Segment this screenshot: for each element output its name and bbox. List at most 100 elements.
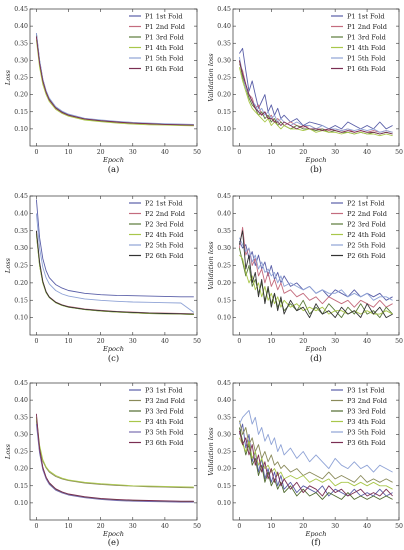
- series-line-5: [35, 213, 195, 313]
- legend-entry: P2 2nd Fold: [145, 210, 186, 218]
- x-tick-label: 50: [193, 523, 201, 530]
- x-tick-label: 50: [193, 338, 201, 345]
- x-axis-label: Epoch: [305, 156, 327, 164]
- x-tick-label: 40: [363, 338, 371, 345]
- x-tick-label: 20: [97, 523, 105, 530]
- legend-entry: P2 1st Fold: [347, 199, 385, 207]
- series-line-5: [35, 32, 194, 125]
- x-tick-label: 10: [267, 523, 275, 530]
- y-tick-label: 0.10: [217, 126, 231, 133]
- y-tick-label: 0.25: [14, 449, 28, 456]
- y-tick-label: 0.45: [14, 380, 28, 387]
- y-tick-label: 0.45: [217, 380, 231, 387]
- y-tick-label: 0.40: [14, 210, 28, 217]
- series-line-1: [239, 47, 393, 130]
- x-tick-label: 50: [395, 523, 403, 530]
- panel-f: 0.10 0.15 0.20 0.25 0.30 0.35 0.40 0.45 0 10 20 30 4…: [207, 380, 403, 547]
- legend-entry: P1 6th Fold: [347, 65, 386, 73]
- y-tick-label: 0.15: [14, 483, 28, 490]
- series-line-5: [238, 409, 393, 473]
- y-tick-label: 0.15: [217, 483, 231, 490]
- x-tick-label: 40: [363, 523, 371, 530]
- y-tick-label: 0.25: [217, 75, 231, 82]
- y-tick-label: 0.40: [217, 23, 231, 30]
- x-tick-label: 10: [267, 149, 275, 156]
- y-tick-label: 0.40: [14, 397, 28, 404]
- series-line-4: [35, 417, 194, 488]
- panel-caption: (e): [108, 537, 120, 547]
- y-tick-label: 0.40: [14, 23, 28, 30]
- legend-entry: P2 4th Fold: [145, 231, 184, 239]
- panel-caption: (d): [310, 353, 322, 363]
- legend-entry: P3 3rd Fold: [145, 407, 185, 415]
- x-tick-label: 50: [395, 338, 403, 345]
- x-tick-label: 0: [237, 149, 241, 156]
- series-line-6: [35, 36, 194, 126]
- x-tick-label: 10: [65, 523, 73, 530]
- legend-entry: P1 5th Fold: [145, 54, 184, 62]
- y-tick-label: 0.10: [14, 500, 28, 507]
- y-tick-label: 0.15: [14, 109, 28, 116]
- legend-entry: P3 1st Fold: [347, 386, 385, 394]
- legend-entry: P3 4th Fold: [145, 418, 184, 426]
- y-tick-label: 0.30: [14, 431, 28, 438]
- y-axis-label: Loss: [4, 69, 12, 86]
- legend-entry: P3 3rd Fold: [347, 407, 387, 415]
- panel-caption: (a): [108, 164, 120, 174]
- x-axis-label: Epoch: [102, 156, 124, 164]
- x-tick-label: 30: [331, 149, 339, 156]
- y-tick-label: 0.40: [217, 397, 231, 404]
- legend-entry: P2 1st Fold: [145, 199, 183, 207]
- legend-entry: P3 2nd Fold: [347, 397, 388, 405]
- legend-entry: P1 3rd Fold: [347, 33, 387, 41]
- x-tick-label: 50: [193, 149, 201, 156]
- series-line-2: [238, 226, 393, 308]
- series-line-4: [35, 39, 194, 127]
- panel-caption: (f): [311, 537, 321, 547]
- series-line-5: [238, 237, 393, 301]
- y-tick-label: 0.20: [217, 280, 231, 287]
- y-tick-label: 0.10: [14, 315, 28, 322]
- y-axis-label: Validation loss: [207, 241, 215, 290]
- y-tick-label: 0.40: [217, 210, 231, 217]
- x-tick-label: 0: [34, 338, 38, 345]
- x-tick-label: 20: [299, 149, 307, 156]
- y-axis-label: Loss: [4, 443, 12, 460]
- y-tick-label: 0.20: [14, 466, 28, 473]
- y-axis-label: Loss: [4, 257, 12, 274]
- legend-entry: P3 2nd Fold: [145, 397, 186, 405]
- y-tick-label: 0.45: [217, 6, 231, 13]
- y-tick-label: 0.10: [217, 500, 231, 507]
- x-axis-label: Epoch: [305, 530, 327, 538]
- x-tick-label: 10: [65, 149, 73, 156]
- y-axis-label: Validation loss: [207, 53, 215, 102]
- y-tick-label: 0.15: [217, 109, 231, 116]
- y-tick-label: 0.35: [217, 414, 231, 421]
- y-tick-label: 0.20: [14, 280, 28, 287]
- legend-entry: P3 6th Fold: [347, 439, 386, 447]
- panel-c: 0.10 0.15 0.20 0.25 0.30 0.35 0.40 0.45 0 10 20 30 4…: [4, 193, 201, 363]
- legend-entry: P3 5th Fold: [145, 428, 184, 436]
- y-tick-label: 0.25: [14, 75, 28, 82]
- x-tick-label: 20: [299, 338, 307, 345]
- y-tick-label: 0.20: [217, 466, 231, 473]
- series-line-6: [35, 230, 194, 315]
- series-line-5: [35, 424, 194, 503]
- legend-entry: P1 1st Fold: [145, 12, 183, 20]
- y-axis-label: Validation loss: [207, 427, 215, 476]
- x-axis-label: Epoch: [102, 530, 124, 538]
- y-tick-label: 0.30: [217, 245, 231, 252]
- y-tick-label: 0.45: [14, 6, 28, 13]
- y-tick-label: 0.15: [217, 297, 231, 304]
- series-line-2: [35, 420, 194, 489]
- x-tick-label: 40: [161, 149, 169, 156]
- y-tick-label: 0.25: [14, 263, 28, 270]
- legend-entry: P2 3rd Fold: [347, 220, 387, 228]
- y-tick-label: 0.20: [217, 92, 231, 99]
- panel-e: 0.10 0.15 0.20 0.25 0.30 0.35 0.40 0.45 0 10 20 30 4…: [4, 380, 201, 547]
- legend-entry: P1 6th Fold: [145, 65, 184, 73]
- legend-entry: P1 1st Fold: [347, 12, 385, 20]
- panel-b: 0.10 0.15 0.20 0.25 0.30 0.35 0.40 0.45 0 10 20 30 4…: [207, 6, 403, 174]
- x-tick-label: 30: [331, 523, 339, 530]
